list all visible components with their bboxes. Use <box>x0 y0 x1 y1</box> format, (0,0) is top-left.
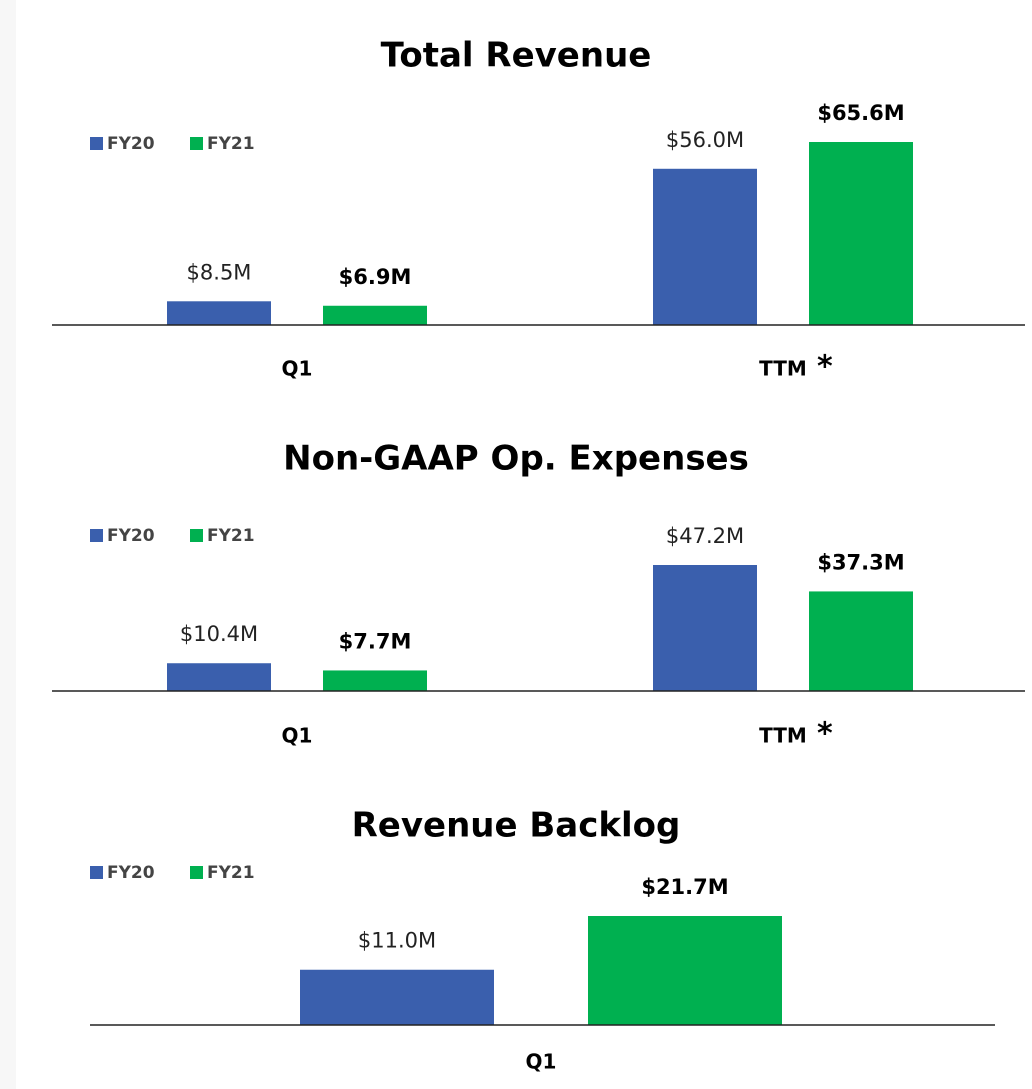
legend-label: FY21 <box>207 134 255 154</box>
bar <box>653 168 757 325</box>
legend-swatch <box>90 137 103 150</box>
bar <box>809 591 913 691</box>
annotation: * <box>817 350 833 385</box>
value-label: $56.0M <box>666 128 744 152</box>
chart-title: Revenue Backlog <box>352 806 681 846</box>
value-label: $21.7M <box>641 875 728 899</box>
category-label: Q1 <box>526 1050 557 1074</box>
value-label: $8.5M <box>187 260 252 284</box>
category-label: TTM <box>759 357 807 381</box>
bar <box>809 142 913 325</box>
value-label: $6.9M <box>339 265 412 289</box>
bar <box>323 305 427 325</box>
bar <box>588 916 782 1025</box>
category-label: TTM <box>759 724 807 748</box>
legend-swatch <box>190 529 203 542</box>
bar <box>323 670 427 691</box>
bar <box>167 301 271 325</box>
chart-title: Non-GAAP Op. Expenses <box>283 439 749 479</box>
category-label: Q1 <box>282 357 313 381</box>
legend-swatch <box>190 137 203 150</box>
value-label: $7.7M <box>339 629 412 653</box>
legend-label: FY20 <box>107 863 155 883</box>
legend-swatch <box>90 529 103 542</box>
chart-title: Total Revenue <box>381 36 652 76</box>
legend-label: FY21 <box>207 863 255 883</box>
legend-label: FY21 <box>207 526 255 546</box>
value-label: $37.3M <box>817 550 904 574</box>
bar <box>300 969 494 1025</box>
legend-swatch <box>190 866 203 879</box>
annotation: * <box>817 717 833 752</box>
legend-label: FY20 <box>107 134 155 154</box>
value-label: $65.6M <box>817 101 904 125</box>
value-label: $11.0M <box>358 929 436 953</box>
value-label: $47.2M <box>666 524 744 548</box>
bar <box>167 663 271 691</box>
bar <box>653 565 757 691</box>
legend-swatch <box>90 866 103 879</box>
legend-label: FY20 <box>107 526 155 546</box>
value-label: $10.4M <box>180 622 258 646</box>
category-label: Q1 <box>282 724 313 748</box>
